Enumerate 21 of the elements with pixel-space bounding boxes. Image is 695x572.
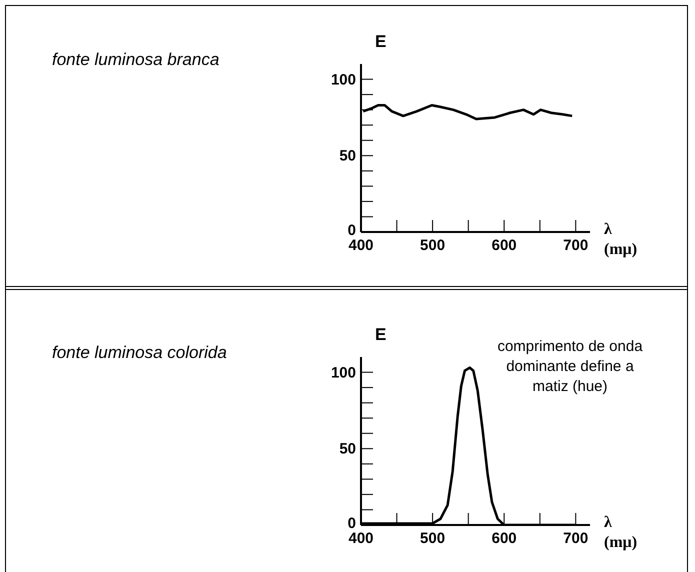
y-axis-title: E xyxy=(375,32,386,52)
annotation: comprimento de onda dominante define a matiz (hue) xyxy=(496,337,644,397)
x-tick-label: 700 xyxy=(563,530,588,547)
x-tick-label: 400 xyxy=(348,237,374,254)
source-note: fonte luminosa branca xyxy=(52,50,220,70)
x-tick-label: 700 xyxy=(563,237,588,254)
source-note: fonte luminosa colorida xyxy=(52,343,227,363)
x-tick-label: 500 xyxy=(420,237,446,254)
y-tick-label: 0 xyxy=(348,222,356,239)
y-tick-label: 50 xyxy=(339,148,356,165)
x-tick-label: 500 xyxy=(420,530,446,547)
y-tick-label: 0 xyxy=(348,515,356,532)
y-tick-label: 100 xyxy=(330,71,356,88)
x-tick-label: 600 xyxy=(492,530,517,547)
x-tick-label: 400 xyxy=(348,530,374,547)
x-axis-title: λ (mμ) xyxy=(604,514,638,551)
x-axis-title: λ (mμ) xyxy=(604,221,638,258)
y-tick-label: 50 xyxy=(339,440,356,458)
y-axis-title: E xyxy=(375,325,386,344)
x-tick-label: 600 xyxy=(492,237,517,254)
y-tick-label: 100 xyxy=(330,364,356,382)
